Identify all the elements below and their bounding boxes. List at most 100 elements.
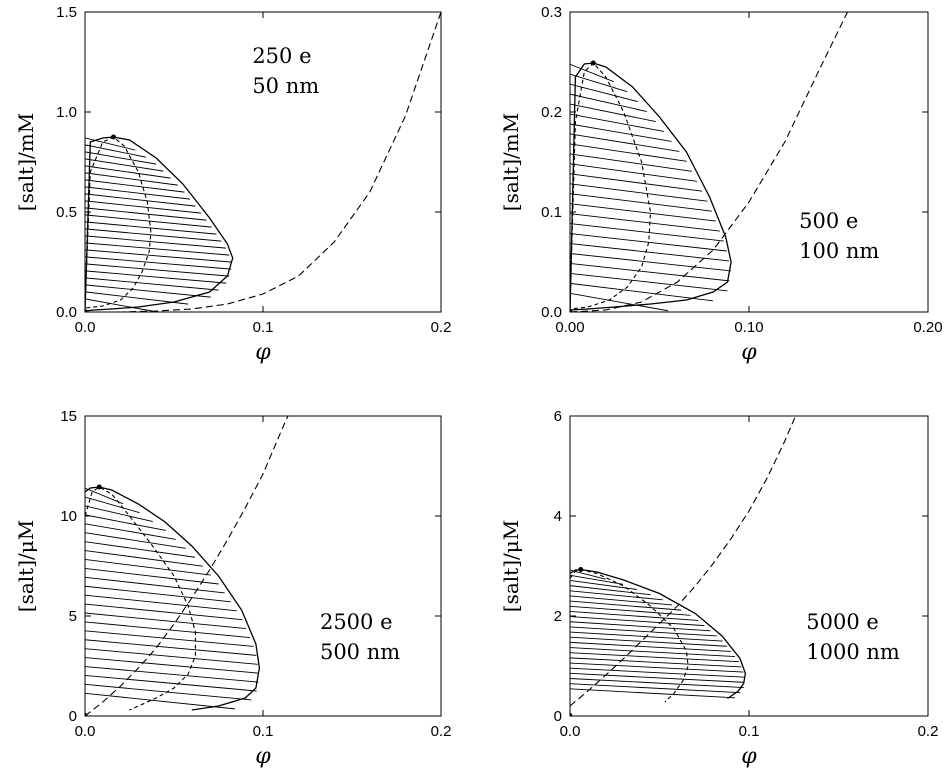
tie-line <box>570 688 735 699</box>
solid-curve <box>85 486 261 711</box>
x-tick-label: 0.2 <box>431 319 452 336</box>
tie-line <box>85 514 166 531</box>
y-tick-label: 0.5 <box>56 204 77 221</box>
y-tick-label: 0 <box>69 708 77 725</box>
tie-line <box>570 272 728 292</box>
tie-line <box>570 626 717 637</box>
critical-point <box>110 134 116 140</box>
plot-area <box>85 12 441 312</box>
y-tick-label: 0.3 <box>541 4 562 21</box>
annotation-line-2: 100 nm <box>799 239 879 263</box>
annotation-line-1: 2500 e <box>320 610 393 634</box>
tie-line <box>85 630 254 647</box>
origin-point <box>570 308 573 312</box>
tie-line <box>570 616 705 627</box>
dotted-curve <box>570 62 652 310</box>
plot-area <box>85 416 289 716</box>
tie-line <box>570 113 665 132</box>
y-tick-label: 1.5 <box>56 4 77 21</box>
x-tick-label: 0.1 <box>253 319 274 336</box>
tie-line <box>570 73 628 93</box>
tie-line <box>570 153 692 172</box>
tie-line <box>570 213 720 232</box>
tie-line <box>85 603 243 621</box>
y-tick-label: 0.0 <box>56 304 77 321</box>
tie-line <box>85 532 186 549</box>
tie-line <box>85 193 196 207</box>
origin-point <box>570 712 573 716</box>
tie-line <box>570 667 746 678</box>
tie-line <box>85 612 247 630</box>
y-axis-label: [salt]/mM <box>499 113 523 211</box>
tie-line <box>85 256 232 270</box>
x-tick-label: 0.1 <box>739 723 760 740</box>
tie-line <box>570 233 727 252</box>
tie-line <box>570 662 744 673</box>
y-axis-label: [salt]/mM <box>14 113 38 211</box>
tie-line <box>85 221 217 235</box>
annotation-line-2: 1000 nm <box>806 640 900 664</box>
tie-line <box>85 214 212 228</box>
y-tick-label: 15 <box>60 408 77 425</box>
tie-line <box>570 223 724 242</box>
tie-line <box>85 298 153 312</box>
tie-line <box>85 487 124 505</box>
tie-line <box>570 83 639 103</box>
panel-3: 0.0 0.1 0.2 0 5 10 15 φ [salt]/μM 2500 e 500 nm <box>14 408 451 769</box>
critical-point <box>578 567 584 572</box>
tie-line <box>570 163 698 182</box>
tie-line <box>570 282 713 302</box>
panel-1: 0.0 0.1 0.2 0.0 0.5 1.0 1.5 φ [salt]/mM 250 e 50 n… <box>14 4 451 365</box>
y-tick-label: 0.1 <box>541 204 562 221</box>
tie-line <box>85 270 227 284</box>
panel-4: 0.0 0.1 0.2 0 2 4 6 φ [salt]/μM 5000 e 1000 nm <box>499 408 938 769</box>
tie-line <box>570 93 647 112</box>
y-tick-label: 0.2 <box>541 104 562 121</box>
panel-2: 0.00 0.10 0.20 0.0 0.1 0.2 0.3 φ [salt]/mM 500 e 1… <box>499 4 943 365</box>
tie-line <box>570 678 744 688</box>
annotation-line-2: 50 nm <box>252 74 319 98</box>
x-tick-label: 0.0 <box>75 319 96 336</box>
tie-line <box>85 559 211 576</box>
tie-line <box>570 103 656 122</box>
y-axis-label: [salt]/μM <box>499 520 523 612</box>
tie-line <box>570 610 699 621</box>
tie-line <box>570 595 672 606</box>
tie-line <box>85 158 164 172</box>
y-tick-label: 0.0 <box>541 304 562 321</box>
origin-point <box>85 308 88 312</box>
y-tick-label: 1.0 <box>56 104 77 121</box>
tie-line <box>85 496 140 514</box>
tie-line <box>85 172 178 186</box>
tie-line <box>570 569 606 580</box>
tie-line <box>570 133 680 152</box>
x-tick-label: 0.10 <box>734 319 763 336</box>
tie-line <box>85 144 146 158</box>
tie-line <box>570 672 745 683</box>
tie-line <box>85 666 259 683</box>
tie-line <box>85 657 260 674</box>
tie-line <box>570 605 691 616</box>
solid-curve <box>570 62 732 312</box>
annotation-line-2: 500 nm <box>320 640 400 664</box>
tie-line <box>85 550 203 567</box>
plot-area <box>570 416 797 716</box>
tie-line <box>85 683 252 701</box>
tie-line <box>570 243 730 262</box>
tie-line <box>85 585 231 603</box>
tie-line <box>570 657 742 668</box>
y-tick-label: 0 <box>554 708 562 725</box>
tie-line <box>85 235 227 249</box>
origin-point <box>85 712 88 716</box>
tie-line <box>85 576 225 594</box>
tie-line <box>85 639 257 656</box>
dashed-curve <box>85 12 441 312</box>
critical-point <box>590 60 596 66</box>
tie-line <box>85 277 219 291</box>
tie-line <box>85 567 219 585</box>
tie-line <box>570 621 711 632</box>
solid-curve <box>85 136 234 312</box>
y-axis-label: [salt]/μM <box>14 520 38 612</box>
y-tick-label: 6 <box>554 408 562 425</box>
